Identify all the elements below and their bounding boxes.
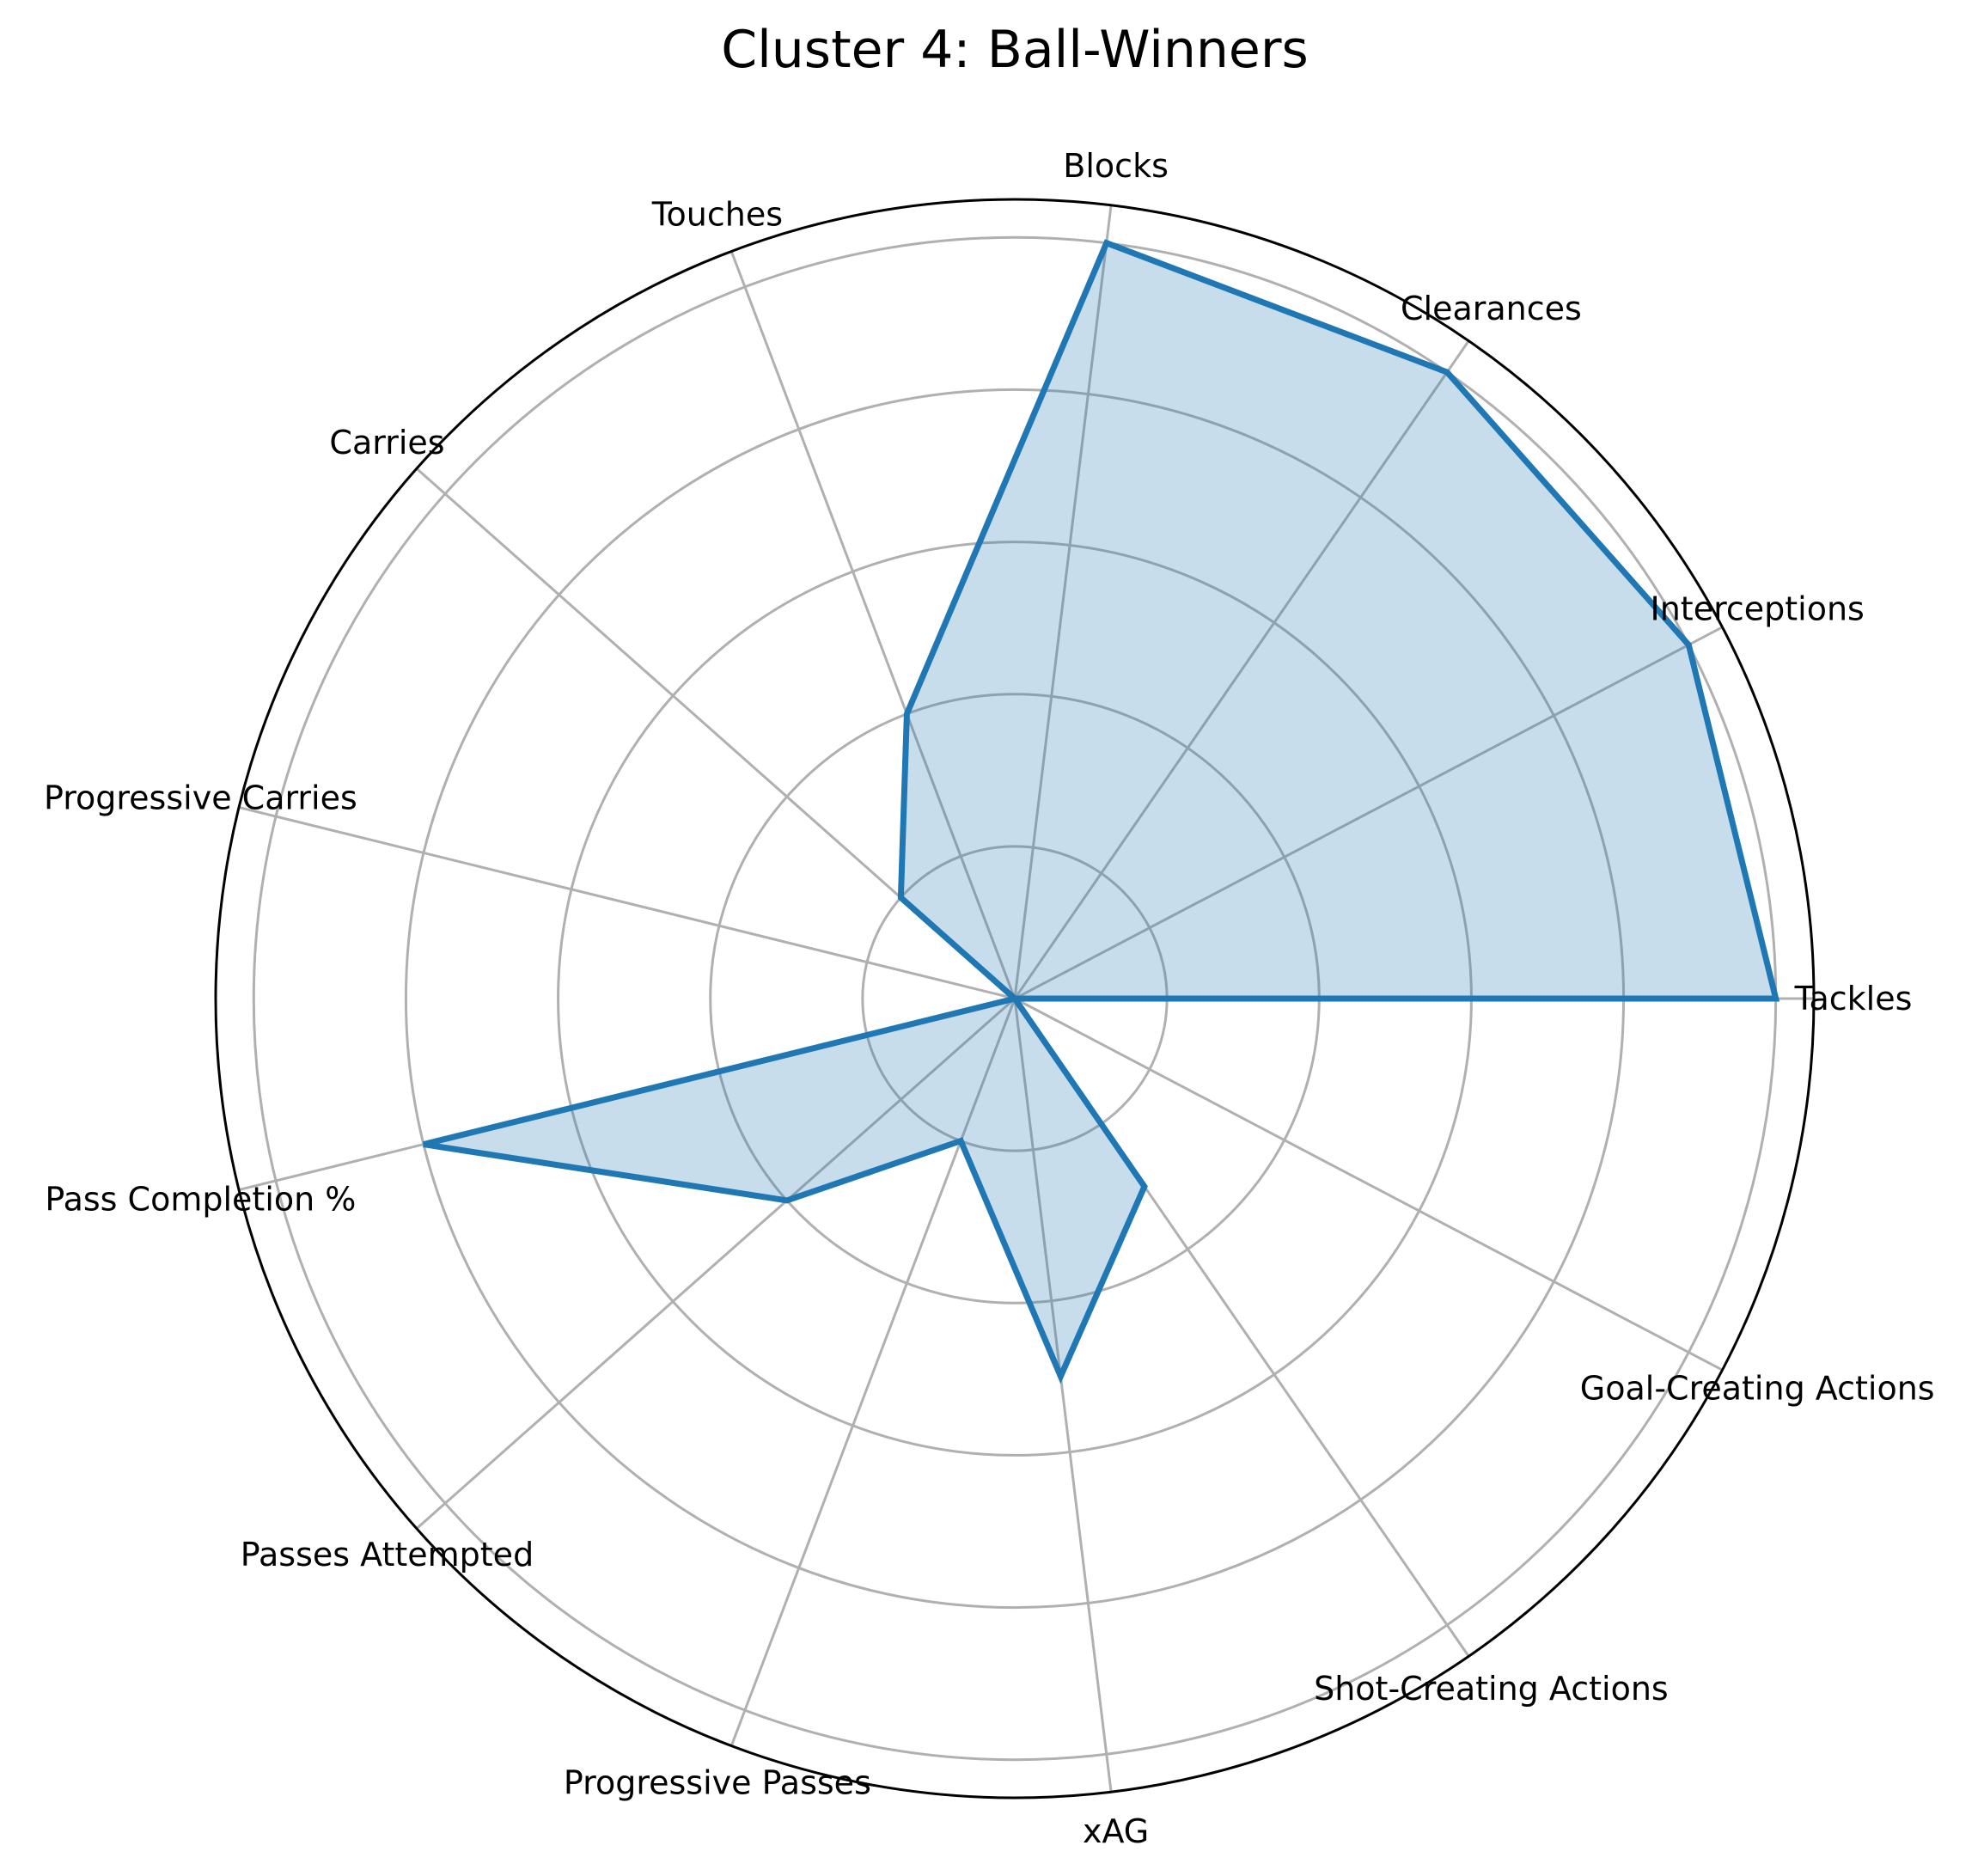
spoke-blocks	[1013, 205, 1113, 999]
axis-label-blocks: Blocks	[1063, 147, 1169, 185]
axis-label-carries: Carries	[329, 424, 444, 461]
data-series	[423, 239, 1780, 1384]
series-line	[423, 239, 1780, 1384]
axis-label-shot-creating-actions: Shot-Creating Actions	[1314, 1670, 1669, 1708]
axis-label-passes-attempted: Passes Attempted	[241, 1536, 534, 1574]
spoke-clearances	[1013, 339, 1470, 999]
spoke-touches	[730, 250, 1016, 999]
axis-label-pass-completion-pct: Pass Completion %	[45, 1181, 356, 1219]
axis-label-goal-creating-actions: Goal-Creating Actions	[1580, 1370, 1935, 1408]
axis-label-tackles: Tackles	[1794, 980, 1913, 1017]
spoke-progressive-passes	[730, 998, 1016, 1747]
axis-labels: Tackles Interceptions Clearances Blocks Touc…	[44, 147, 1935, 1850]
axis-label-progressive-carries: Progressive Carries	[44, 779, 357, 816]
axis-label-touches: Touches	[651, 195, 783, 233]
axis-label-clearances: Clearances	[1401, 290, 1582, 327]
spoke-passes-attempted	[415, 997, 1016, 1530]
axis-label-interceptions: Interceptions	[1651, 590, 1865, 627]
chart-title: Cluster 4: Ball-Winners	[721, 20, 1309, 80]
spoke-progressive-carries	[238, 805, 1016, 1000]
polar-frame	[214, 198, 1816, 1800]
axis-label-xag: xAG	[1083, 1812, 1149, 1850]
series-area	[424, 242, 1776, 1377]
spoke-xag	[1013, 998, 1113, 1793]
spoke-interceptions	[1014, 626, 1724, 1000]
spoke-goal-creating-actions	[1014, 997, 1724, 1372]
axis-label-progressive-passes: Progressive Passes	[564, 1764, 871, 1802]
